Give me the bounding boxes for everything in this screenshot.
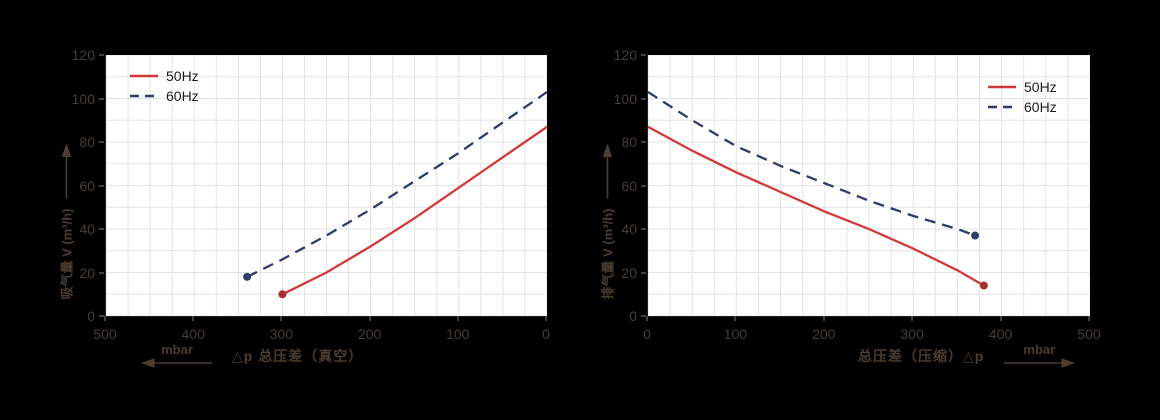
y-tick-label: 120 (613, 47, 637, 63)
y-tick-label: 0 (629, 308, 637, 324)
series-line-50hz (281, 125, 547, 296)
y-tick-label: 40 (79, 221, 95, 237)
vacuum-x-axis-label: △p 总压差（真空） (232, 348, 364, 364)
vacuum-chart-plot-area (105, 55, 547, 317)
y-tick-label: 20 (79, 264, 95, 281)
compression-y-axis-title: 排气量 V (m³/h) (598, 144, 617, 300)
mbar-unit-label: mbar (1023, 342, 1056, 357)
chart-canvas (106, 55, 547, 316)
vacuum-y-axis-title: 吸气量 V (m³/h) (57, 144, 76, 300)
y-tick-mark (99, 228, 104, 230)
x-tick-mark (734, 316, 737, 321)
x-tick-label: 400 (181, 326, 205, 342)
series-endpoint-dot-60hz (243, 272, 252, 281)
legend-item-60hz: 60Hz (130, 89, 199, 103)
series-endpoint-dot-50hz (979, 281, 988, 290)
series-line-50hz (648, 125, 985, 287)
legend-item-60hz: 60Hz (988, 100, 1057, 114)
x-tick-label: 0 (643, 326, 651, 342)
y-tick-mark (641, 97, 646, 100)
x-tick-label: 500 (93, 326, 117, 342)
y-tick-mark (99, 97, 104, 100)
x-tick-mark (280, 316, 283, 321)
x-tick-mark (1088, 316, 1090, 321)
vacuum-chart-legend: 50Hz 60Hz (130, 69, 199, 103)
x-tick-mark (368, 316, 371, 321)
y-tick-mark (99, 315, 104, 317)
y-tick-mark (641, 315, 646, 317)
x-tick-mark (192, 316, 195, 321)
legend-label-50hz: 50Hz (166, 68, 199, 84)
x-tick-mark (822, 316, 825, 321)
y-tick-mark (641, 54, 646, 56)
x-tick-label: 300 (900, 326, 924, 342)
x-tick-label: 200 (812, 326, 836, 342)
y-tick-mark (99, 271, 104, 274)
x-tick-label: 400 (988, 326, 1013, 342)
y-tick-mark (99, 184, 104, 187)
chart-canvas (648, 55, 1090, 316)
y-tick-label: 0 (87, 308, 95, 324)
compression-chart-legend: 50Hz 60Hz (988, 80, 1057, 114)
y-tick-label: 100 (613, 90, 637, 107)
x-tick-mark (545, 316, 547, 321)
x-tick-label: 200 (357, 326, 382, 342)
y-tick-mark (641, 141, 646, 143)
x-tick-label: 100 (446, 326, 470, 342)
series-endpoint-dot-50hz (278, 290, 287, 299)
y-tick-mark (99, 141, 104, 143)
x-tick-label: 500 (1077, 326, 1101, 342)
y-tick-label: 120 (71, 47, 95, 63)
series-line-60hz (648, 91, 976, 237)
series-endpoint-dot-60hz (971, 231, 980, 240)
legend-label-50hz: 50Hz (1024, 79, 1057, 95)
y-tick-mark (99, 54, 104, 56)
y-tick-mark (641, 271, 646, 274)
vacuum-x-axis-unit: mbar (142, 342, 212, 368)
legend-item-50hz: 50Hz (988, 80, 1057, 94)
legend-line-50hz-icon (130, 74, 158, 78)
up-arrow-icon (602, 144, 612, 199)
x-tick-label: 0 (542, 326, 550, 342)
legend-label-60hz: 60Hz (1024, 99, 1057, 115)
y-tick-label: 40 (621, 221, 637, 237)
legend-item-50hz: 50Hz (130, 69, 199, 83)
compression-x-axis-title: 总压差（压缩）△p mbar (858, 342, 1075, 368)
compression-x-axis-label: 总压差（压缩）△p (858, 348, 985, 364)
y-tick-label: 20 (621, 264, 637, 281)
y-tick-label: 80 (79, 134, 95, 150)
y-tick-label: 60 (79, 177, 95, 194)
legend-line-60hz-icon (130, 94, 158, 98)
y-tick-mark (641, 184, 646, 187)
x-tick-mark (104, 316, 106, 321)
x-tick-mark (456, 316, 459, 321)
compression-x-axis-unit: mbar (1004, 342, 1075, 368)
up-arrow-icon (61, 144, 71, 199)
x-tick-label: 300 (269, 326, 294, 342)
right-arrow-icon (1004, 358, 1075, 368)
legend-label-60hz: 60Hz (166, 88, 199, 104)
y-tick-mark (641, 228, 646, 230)
series-line-60hz (246, 91, 547, 278)
compression-chart-plot-area (647, 55, 1090, 317)
legend-line-50hz-icon (988, 85, 1016, 89)
vacuum-x-axis-title: mbar △p 总压差（真空） (142, 342, 363, 368)
x-tick-mark (911, 316, 914, 321)
x-tick-mark (999, 316, 1002, 321)
x-tick-mark (646, 316, 648, 321)
y-tick-label: 100 (71, 90, 95, 107)
left-arrow-icon (142, 358, 212, 368)
y-tick-label: 80 (621, 134, 637, 150)
legend-line-60hz-icon (988, 105, 1016, 109)
y-tick-label: 60 (621, 177, 637, 194)
mbar-unit-label: mbar (161, 342, 193, 357)
x-tick-label: 100 (723, 326, 748, 342)
